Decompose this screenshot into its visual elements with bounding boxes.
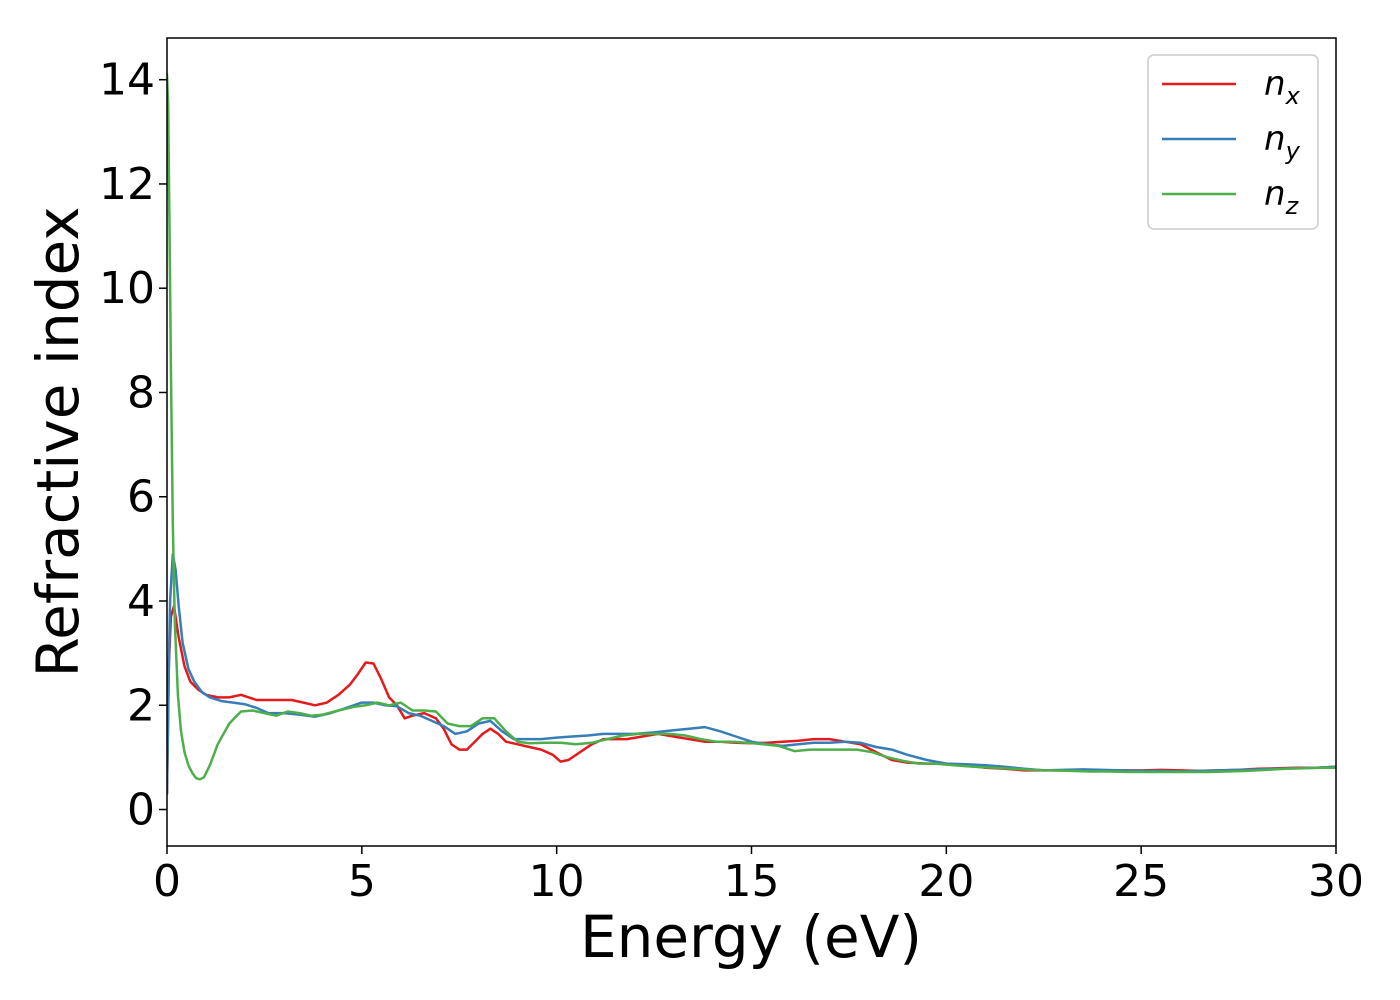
y-tick-label: 0	[127, 785, 155, 836]
legend-label-subscript: x	[1285, 82, 1301, 110]
x-axis-label: Energy (eV)	[580, 903, 922, 971]
legend-label-main: n	[1264, 174, 1286, 214]
x-tick-label: 5	[348, 856, 376, 907]
y-tick-label: 6	[127, 472, 155, 523]
y-axis-label: Refractive index	[24, 206, 92, 677]
legend-label-main: n	[1264, 119, 1286, 159]
series-line-nz	[167, 73, 1336, 781]
x-tick-label: 10	[529, 856, 585, 907]
y-axis: 0 2 4 6 8 10 12 14	[99, 55, 167, 836]
x-tick-label: 30	[1308, 856, 1364, 907]
legend-label-subscript: z	[1285, 192, 1300, 220]
legend-label-main: n	[1264, 64, 1286, 104]
x-tick-label: 25	[1113, 856, 1169, 907]
legend-label-nx: nx	[1264, 64, 1301, 110]
y-tick-label: 12	[99, 159, 155, 210]
y-tick-label: 14	[99, 55, 155, 106]
plot-background	[167, 38, 1336, 846]
y-tick-label: 10	[99, 263, 155, 314]
series-layer	[167, 73, 1336, 796]
legend-label-subscript: y	[1285, 137, 1301, 165]
y-tick-label: 4	[127, 576, 155, 627]
series-line-ny	[167, 552, 1336, 796]
x-tick-label: 15	[724, 856, 780, 907]
legend-label-ny: ny	[1264, 119, 1301, 165]
x-tick-label: 0	[153, 856, 181, 907]
x-tick-label: 20	[918, 856, 974, 907]
legend-label-nz: nz	[1264, 174, 1300, 220]
y-tick-label: 2	[127, 680, 155, 731]
y-tick-label: 8	[127, 367, 155, 418]
legend-box	[1147, 54, 1319, 230]
x-axis: 0 5 10 15 20 25 30	[153, 846, 1364, 907]
